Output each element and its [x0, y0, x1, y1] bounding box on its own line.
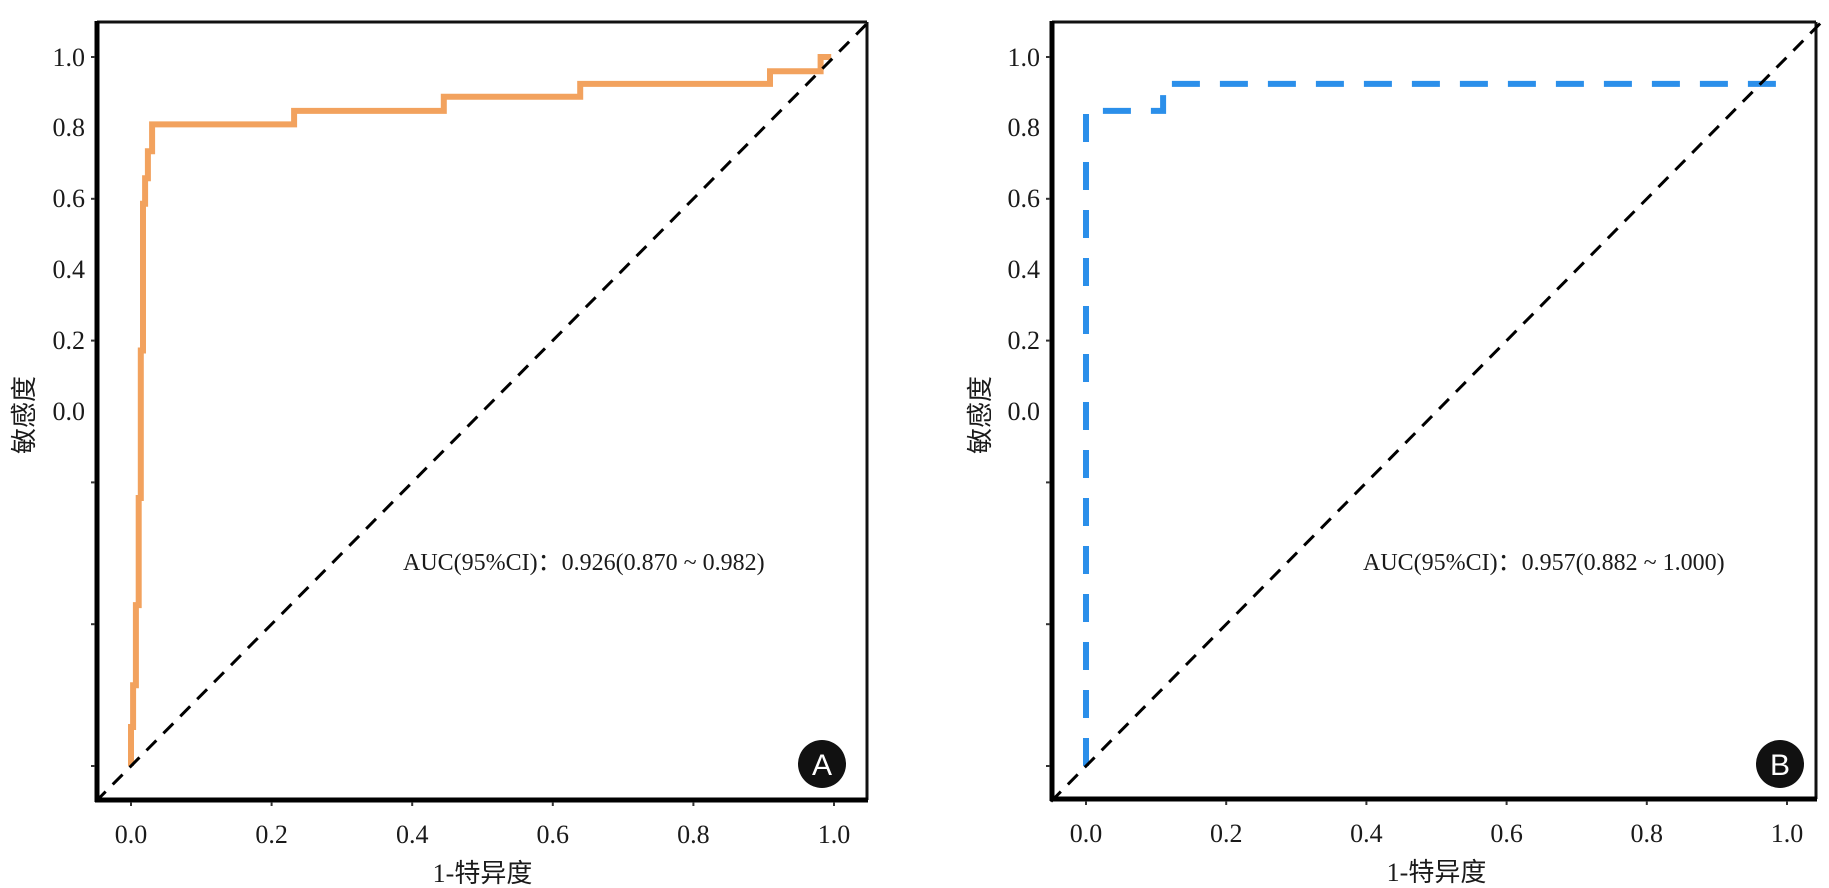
- y-tick-label: 0.6: [1008, 184, 1041, 213]
- x-tick-label: 1.0: [818, 820, 851, 849]
- x-tick-label: 0.8: [677, 820, 710, 849]
- reference-diagonal-line: [94, 20, 871, 803]
- panel-b: 0.0 0.2 0.4 0.6 0.8 1.0 1.0 0.8 0.6 0.4 0.2 0.0 1-特异…: [966, 20, 1824, 887]
- x-tick-label: 0.0: [1070, 819, 1103, 848]
- y-tick-label: 0.6: [53, 184, 86, 213]
- y-tick-label: 0.4: [1008, 255, 1041, 284]
- x-tick-label: 0.8: [1631, 819, 1664, 848]
- y-axis-title: 敏感度: [10, 376, 39, 454]
- y-tick-label: 0.2: [53, 326, 86, 355]
- x-tick-label: 1.0: [1771, 819, 1804, 848]
- y-tick-label: 0.2: [1008, 326, 1041, 355]
- x-tick-label: 0.6: [537, 820, 570, 849]
- x-tick-label: 0.4: [1350, 819, 1383, 848]
- x-tick-label: 0.6: [1490, 819, 1523, 848]
- x-tick-label: 0.2: [255, 820, 288, 849]
- panel-a: 0.0 0.2 0.4 0.6 0.8 1.0 1.0 0.8 0.6 0.4 0.2 0.0 1-特异…: [10, 20, 871, 888]
- reference-diagonal-line: [1049, 20, 1824, 803]
- y-tick-label: 0.0: [1008, 397, 1041, 426]
- y-tick-label: 1.0: [53, 43, 86, 72]
- auc-annotation: AUC(95%CI)：0.926(0.870 ~ 0.982): [403, 550, 765, 576]
- y-axis-title: 敏感度: [966, 376, 995, 454]
- x-tick-label: 0.4: [396, 820, 429, 849]
- y-tick-label: 0.4: [53, 255, 86, 284]
- panel-badge-label: B: [1770, 749, 1790, 782]
- x-axis-title: 1-特异度: [1387, 858, 1487, 887]
- panel-badge-circle: [1756, 740, 1804, 788]
- x-tick-label: 0.0: [115, 820, 148, 849]
- y-tick-label: 0.8: [1008, 113, 1041, 142]
- x-axis-title: 1-特异度: [433, 859, 533, 888]
- y-tick-label: 0.8: [53, 113, 86, 142]
- panel-badge-circle: [798, 740, 846, 788]
- panel-badge-label: A: [812, 749, 832, 782]
- auc-annotation: AUC(95%CI)：0.957(0.882 ~ 1.000): [1363, 550, 1725, 576]
- roc-curve-line: [1083, 78, 1790, 766]
- y-tick-label: 0.0: [53, 397, 86, 426]
- x-tick-label: 0.2: [1210, 819, 1243, 848]
- roc-curve-line: [128, 54, 832, 766]
- y-tick-label: 1.0: [1008, 43, 1041, 72]
